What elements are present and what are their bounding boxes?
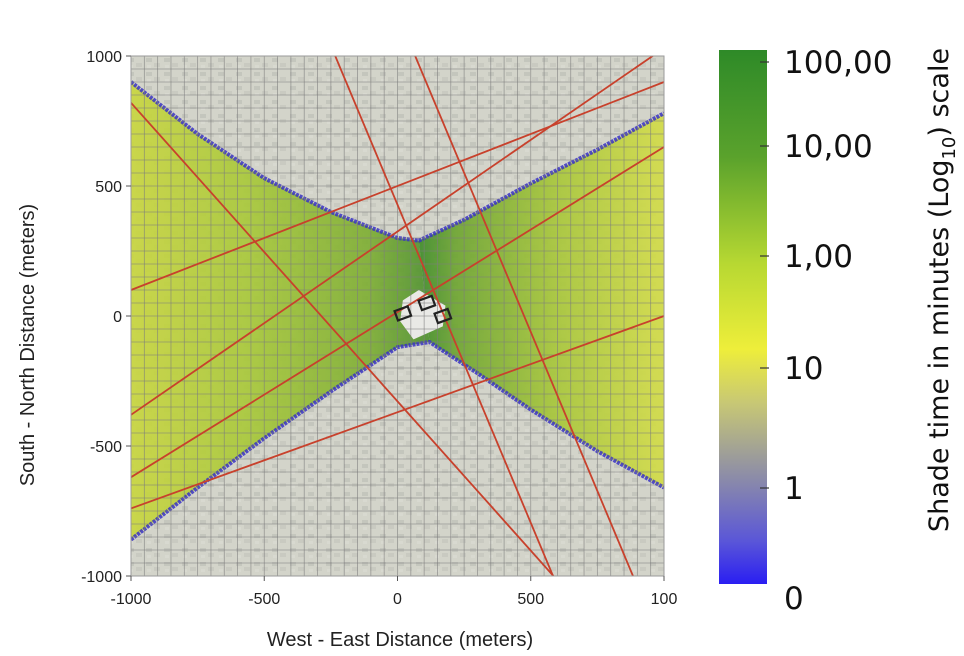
x-tick-label: -1000 [111,591,152,608]
colorbar-tick-label: 100,00 [784,45,892,81]
red-lines [131,56,664,576]
plot-area [130,55,665,577]
y-axis-title: South - North Distance (meters) [17,204,39,486]
red-line [131,146,664,478]
colorbar-tick-label: 10 [784,351,823,387]
shadow-edge-south [131,339,664,542]
x-tick-label: 0 [393,591,402,608]
colorbar-title: Shade time in minutes (Log10) scale [924,48,960,532]
x-tick-label: 100 [651,591,678,608]
colorbar-tick-label: 1,00 [784,239,853,275]
red-line [131,81,664,291]
shadow-edge-north [131,80,664,243]
red-line [131,56,655,416]
turbine-marker [417,294,437,312]
y-tick-label: -500 [90,439,122,456]
x-axis: -1000 -500 0 500 100 [111,576,678,608]
grid [131,56,664,576]
shadow-wing-west [131,82,430,540]
y-tick-label: -1000 [81,569,122,586]
red-line [131,102,555,576]
colorbar-gradient [719,50,767,584]
turbine-marker [393,304,413,322]
y-axis: 1000 500 0 -500 -1000 [81,49,131,586]
colorbar-tick-label: 0 [784,581,804,617]
red-line [131,315,664,510]
x-tick-label: 500 [517,591,544,608]
colorbar-tick-label: 10,00 [784,129,873,165]
x-tick-label: -500 [248,591,280,608]
red-line [414,56,634,576]
red-line [334,56,555,576]
y-tick-label: 1000 [86,49,122,66]
turbine-marker [433,307,453,325]
turbines [393,294,453,325]
x-axis-title: West - East Distance (meters) [267,629,533,651]
y-tick-label: 500 [95,179,122,196]
y-tick-label: 0 [113,309,122,326]
colorbar-tick-label: 1 [784,471,804,507]
